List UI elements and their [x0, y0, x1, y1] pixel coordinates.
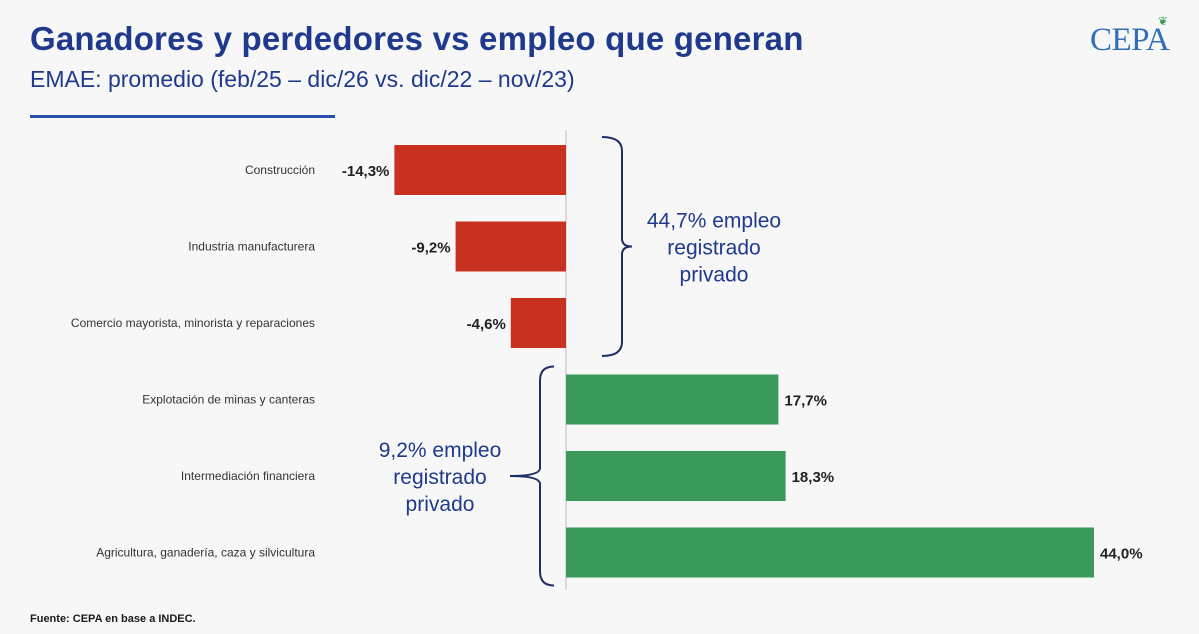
- cepa-logo: CEPA: [1090, 22, 1170, 58]
- category-label: Agricultura, ganadería, caza y silvicult…: [96, 546, 315, 560]
- category-label: Industria manufacturera: [188, 240, 315, 254]
- data-label: -9,2%: [411, 240, 450, 257]
- data-label: -14,3%: [342, 163, 390, 180]
- bar: [566, 374, 779, 425]
- chart-subtitle: EMAE: promedio (feb/25 – dic/26 vs. dic/…: [30, 66, 575, 92]
- annotation-text: registrado: [667, 237, 760, 260]
- annotation-text: 9,2% empleo: [379, 439, 502, 462]
- data-label: 17,7%: [784, 393, 827, 410]
- bar: [510, 298, 566, 348]
- title-underline: [30, 115, 335, 118]
- source-note: Fuente: CEPA en base a INDEC.: [30, 613, 196, 625]
- annotation-text: registrado: [393, 466, 486, 489]
- data-label: 44,0%: [1100, 546, 1143, 563]
- annotation-text: privado: [680, 264, 749, 287]
- bar: [566, 527, 1094, 578]
- data-label: 18,3%: [792, 469, 835, 486]
- annotation-text: 44,7% empleo: [647, 210, 781, 233]
- leaf-icon: ❦: [1158, 14, 1169, 28]
- data-label: -4,6%: [467, 316, 506, 333]
- bar: [394, 145, 566, 195]
- bar: [566, 451, 786, 501]
- category-label: Comercio mayorista, minorista y reparaci…: [71, 316, 315, 330]
- category-label: Explotación de minas y canteras: [142, 393, 315, 407]
- category-label: Intermediación financiera: [181, 469, 315, 483]
- bar: [455, 221, 566, 272]
- group-bracket: [509, 365, 555, 587]
- chart-title: Ganadores y perdedores vs empleo que gen…: [30, 20, 804, 57]
- annotation-text: privado: [406, 493, 475, 516]
- group-bracket: [601, 136, 633, 357]
- category-label: Construcción: [245, 163, 315, 177]
